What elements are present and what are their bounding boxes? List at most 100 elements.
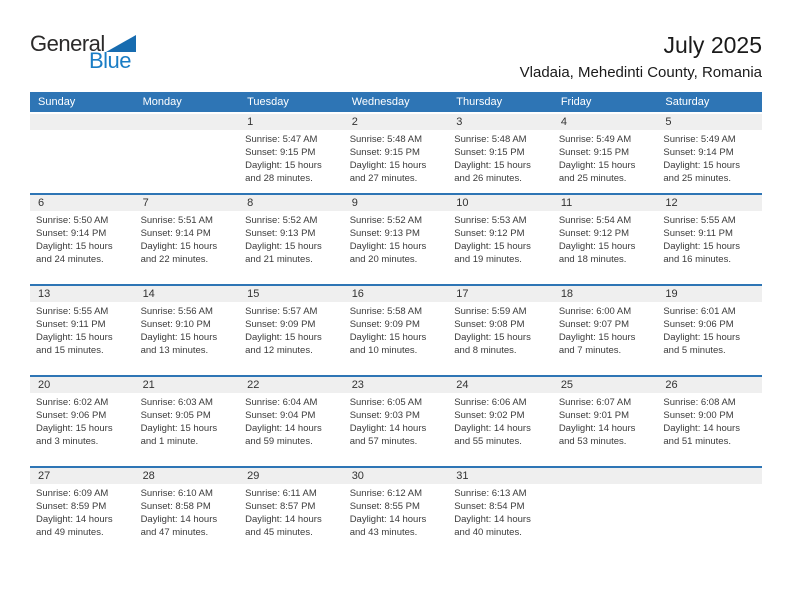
sunset-text: Sunset: 9:09 PM xyxy=(349,319,420,331)
daylight-text-line2: and 40 minutes. xyxy=(454,527,522,539)
day-number-band: 7 xyxy=(134,195,240,212)
daylight-text-line2: and 15 minutes. xyxy=(36,345,104,357)
day-number: 16 xyxy=(351,288,364,301)
sunrise-text: Sunrise: 6:06 AM xyxy=(454,397,527,409)
day-number-band: 3 xyxy=(448,114,553,131)
calendar-day-cell: 9 Sunrise: 5:52 AM Sunset: 9:13 PM Daylight… xyxy=(343,194,449,285)
sunset-text: Sunset: 9:12 PM xyxy=(558,228,630,240)
day-number-band: 18 xyxy=(552,286,658,303)
sunrise-text: Sunrise: 5:55 AM xyxy=(663,215,736,227)
daylight-text-line1: Daylight: 15 hours xyxy=(140,423,218,435)
day-details: Sunrise: 5:52 AM Sunset: 9:13 PM Daylight:… xyxy=(239,211,344,266)
sunrise-text: Sunrise: 5:51 AM xyxy=(140,215,213,227)
sunrise-text: Sunrise: 5:50 AM xyxy=(36,215,109,227)
daylight-text-line1: Daylight: 15 hours xyxy=(140,332,218,344)
day-number-band: 16 xyxy=(343,286,449,303)
calendar-week-row: 27 Sunrise: 6:09 AM Sunset: 8:59 PM Dayligh… xyxy=(30,467,762,558)
day-number-band xyxy=(552,468,658,485)
sunset-text: Sunset: 9:04 PM xyxy=(245,410,316,422)
sunset-text: Sunset: 9:11 PM xyxy=(36,319,106,331)
day-number-band: 12 xyxy=(657,195,762,212)
calendar-body: 1 Sunrise: 5:47 AM Sunset: 9:15 PM Daylight… xyxy=(30,113,762,558)
calendar-day-cell: 13 Sunrise: 5:55 AM Sunset: 9:11 PM Dayligh… xyxy=(30,285,135,376)
daylight-text-line1: Daylight: 15 hours xyxy=(558,332,636,344)
daylight-text-line2: and 26 minutes. xyxy=(454,173,522,185)
daylight-text-line2: and 28 minutes. xyxy=(245,173,313,185)
daylight-text-line2: and 13 minutes. xyxy=(140,345,209,357)
daylight-text-line2: and 12 minutes. xyxy=(245,345,313,357)
daylight-text-line1: Daylight: 15 hours xyxy=(663,241,740,253)
calendar-day-cell: 24 Sunrise: 6:06 AM Sunset: 9:02 PM Dayligh… xyxy=(448,376,553,467)
day-number: 24 xyxy=(456,379,469,392)
weekday-header-wednesday: Wednesday xyxy=(343,92,449,114)
daylight-text-line1: Daylight: 15 hours xyxy=(663,160,740,172)
day-number: 5 xyxy=(665,116,672,129)
day-number-band xyxy=(657,468,762,485)
calendar-day-cell: 11 Sunrise: 5:54 AM Sunset: 9:12 PM Dayligh… xyxy=(552,194,658,285)
daylight-text-line1: Daylight: 14 hours xyxy=(36,514,113,526)
calendar-day-cell: 1 Sunrise: 5:47 AM Sunset: 9:15 PM Daylight… xyxy=(239,113,344,194)
daylight-text-line2: and 59 minutes. xyxy=(245,436,313,448)
calendar-week-row: 6 Sunrise: 5:50 AM Sunset: 9:14 PM Daylight… xyxy=(30,194,762,285)
general-blue-logo: General Blue xyxy=(30,33,140,72)
sunrise-text: Sunrise: 6:07 AM xyxy=(558,397,632,409)
calendar-day-cell: 18 Sunrise: 6:00 AM Sunset: 9:07 PM Dayligh… xyxy=(552,285,658,376)
daylight-text-line1: Daylight: 15 hours xyxy=(558,160,636,172)
daylight-text-line1: Daylight: 15 hours xyxy=(454,160,531,172)
sunset-text: Sunset: 9:12 PM xyxy=(454,228,525,240)
day-number: 17 xyxy=(456,288,469,301)
daylight-text-line1: Daylight: 14 hours xyxy=(663,423,740,435)
sunrise-text: Sunrise: 6:09 AM xyxy=(36,488,109,500)
calendar-day-cell: 23 Sunrise: 6:05 AM Sunset: 9:03 PM Dayligh… xyxy=(343,376,449,467)
calendar-week-row: 20 Sunrise: 6:02 AM Sunset: 9:06 PM Dayligh… xyxy=(30,376,762,467)
sunrise-text: Sunrise: 5:54 AM xyxy=(558,215,632,227)
calendar-day-cell: 29 Sunrise: 6:11 AM Sunset: 8:57 PM Dayligh… xyxy=(239,467,344,558)
sunset-text: Sunset: 9:05 PM xyxy=(140,410,211,422)
sunrise-text: Sunrise: 5:52 AM xyxy=(245,215,318,227)
sunset-text: Sunset: 9:09 PM xyxy=(245,319,316,331)
day-number: 30 xyxy=(351,470,364,483)
daylight-text-line1: Daylight: 15 hours xyxy=(558,241,636,253)
day-number: 13 xyxy=(38,288,51,301)
daylight-text-line1: Daylight: 15 hours xyxy=(454,241,531,253)
sunset-text: Sunset: 9:13 PM xyxy=(245,228,316,240)
day-number: 1 xyxy=(247,116,254,129)
sunrise-text: Sunrise: 5:52 AM xyxy=(349,215,423,227)
sunrise-text: Sunrise: 5:57 AM xyxy=(245,306,318,318)
sunrise-text: Sunrise: 5:55 AM xyxy=(36,306,109,318)
day-number-band: 4 xyxy=(552,114,658,131)
day-details: Sunrise: 5:47 AM Sunset: 9:15 PM Daylight:… xyxy=(239,130,344,185)
calendar-day-cell: 6 Sunrise: 5:50 AM Sunset: 9:14 PM Daylight… xyxy=(30,194,135,285)
daylight-text-line2: and 5 minutes. xyxy=(663,345,726,357)
daylight-text-line1: Daylight: 15 hours xyxy=(245,160,322,172)
sunrise-text: Sunrise: 5:47 AM xyxy=(245,134,318,146)
daylight-text-line2: and 49 minutes. xyxy=(36,527,104,539)
sunrise-text: Sunrise: 5:48 AM xyxy=(349,134,423,146)
day-number-band: 22 xyxy=(239,377,344,394)
calendar-day-cell: 14 Sunrise: 5:56 AM Sunset: 9:10 PM Dayligh… xyxy=(134,285,240,376)
day-number-band xyxy=(134,114,240,131)
day-details: Sunrise: 6:02 AM Sunset: 9:06 PM Daylight:… xyxy=(30,393,135,448)
day-number: 28 xyxy=(142,470,155,483)
day-number: 9 xyxy=(351,197,358,210)
day-number: 22 xyxy=(247,379,260,392)
sunrise-text: Sunrise: 5:56 AM xyxy=(140,306,213,318)
calendar-day-cell: 4 Sunrise: 5:49 AM Sunset: 9:15 PM Daylight… xyxy=(552,113,658,194)
day-details: Sunrise: 6:01 AM Sunset: 9:06 PM Daylight:… xyxy=(657,302,762,357)
calendar-day-cell: 19 Sunrise: 6:01 AM Sunset: 9:06 PM Dayligh… xyxy=(657,285,762,376)
daylight-text-line2: and 21 minutes. xyxy=(245,254,313,266)
calendar-day-cell: 2 Sunrise: 5:48 AM Sunset: 9:15 PM Daylight… xyxy=(343,113,449,194)
daylight-text-line1: Daylight: 14 hours xyxy=(454,514,531,526)
calendar-empty-cell xyxy=(134,113,240,194)
calendar-day-cell: 3 Sunrise: 5:48 AM Sunset: 9:15 PM Daylight… xyxy=(448,113,553,194)
daylight-text-line1: Daylight: 14 hours xyxy=(349,514,427,526)
day-number-band: 24 xyxy=(448,377,553,394)
day-number-band: 5 xyxy=(657,114,762,131)
sunrise-text: Sunrise: 6:12 AM xyxy=(349,488,423,500)
weekday-header-monday: Monday xyxy=(134,92,240,114)
day-number: 6 xyxy=(38,197,45,210)
daylight-text-line2: and 18 minutes. xyxy=(558,254,627,266)
calendar-day-cell: 7 Sunrise: 5:51 AM Sunset: 9:14 PM Daylight… xyxy=(134,194,240,285)
calendar-empty-cell xyxy=(657,467,762,558)
day-number: 12 xyxy=(665,197,678,210)
